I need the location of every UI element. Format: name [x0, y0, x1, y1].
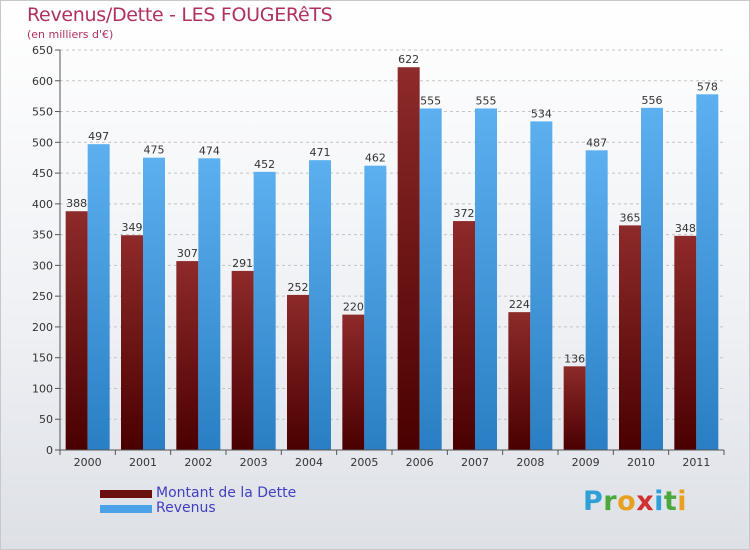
logo-letter: i [677, 486, 688, 517]
bar-dette [397, 67, 420, 450]
y-tick-label: 300 [32, 259, 53, 272]
y-tick-label: 0 [46, 444, 53, 457]
bar-revenus [143, 157, 165, 450]
bar-revenus [198, 158, 221, 451]
bar-dette [287, 294, 309, 450]
bar-dette [508, 312, 531, 450]
bar-dette [342, 314, 365, 450]
data-label-revenus: 555 [420, 94, 441, 107]
legend-swatch-debt [100, 490, 152, 498]
logo-letter: o [617, 486, 637, 517]
bar-revenus [530, 121, 553, 450]
proxiti-logo: Proxiti [583, 486, 687, 517]
bar-revenus [475, 108, 497, 450]
y-tick-label: 500 [32, 136, 53, 149]
bar-dette [563, 366, 586, 450]
legend-label-debt: Montant de la Dette [156, 485, 297, 501]
y-tick-label: 150 [32, 352, 53, 365]
y-tick-label: 400 [32, 198, 53, 211]
chart-subtitle: (en milliers d'€) [27, 28, 114, 41]
y-tick-label: 100 [32, 382, 53, 395]
data-label-revenus: 462 [365, 152, 386, 165]
x-tick-label: 2011 [682, 456, 710, 469]
x-tick-label: 2002 [184, 456, 212, 469]
data-label-revenus: 497 [88, 130, 109, 143]
bar-revenus [696, 94, 719, 451]
y-tick-label: 50 [39, 413, 53, 426]
x-tick-label: 2007 [461, 456, 489, 469]
y-tick-label: 250 [32, 290, 53, 303]
data-label-dette: 388 [66, 197, 87, 210]
y-tick-label: 200 [32, 321, 53, 334]
legend-swatch-revenus [100, 505, 152, 513]
data-label-dette: 365 [620, 211, 641, 224]
data-label-revenus: 578 [697, 80, 718, 93]
x-tick-label: 2005 [350, 456, 378, 469]
legend-label-revenus: Revenus [156, 500, 216, 516]
x-tick-label: 2008 [516, 456, 544, 469]
data-label-dette: 224 [509, 298, 530, 311]
y-tick-label: 450 [32, 167, 53, 180]
data-label-revenus: 534 [531, 107, 552, 120]
x-tick-label: 2010 [627, 456, 655, 469]
data-label-dette: 307 [177, 247, 198, 260]
logo-letter: P [583, 486, 604, 517]
data-label-revenus: 475 [144, 144, 165, 157]
x-tick-label: 2004 [295, 456, 323, 469]
logo-letter: i [654, 486, 664, 517]
data-label-revenus: 487 [586, 136, 607, 149]
y-tick-label: 650 [32, 44, 53, 57]
data-label-revenus: 555 [476, 94, 497, 107]
logo-letter: x [636, 486, 655, 517]
data-label-dette: 372 [454, 207, 475, 220]
data-label-dette: 252 [288, 281, 309, 294]
bar-dette [453, 221, 475, 450]
bar-dette [619, 225, 641, 450]
bar-dette [65, 211, 88, 450]
logo-letter: r [603, 486, 618, 517]
data-label-dette: 220 [343, 301, 364, 314]
bar-dette [121, 235, 143, 450]
y-tick-label: 600 [32, 75, 53, 88]
data-label-revenus: 452 [254, 158, 275, 171]
x-tick-label: 2006 [406, 456, 434, 469]
bar-revenus [309, 160, 331, 450]
bar-dette [231, 270, 254, 450]
data-label-revenus: 474 [199, 144, 220, 157]
bar-revenus [253, 171, 276, 450]
y-tick-label: 350 [32, 229, 53, 242]
chart-title: Revenus/Dette - LES FOUGERêTS [27, 4, 333, 26]
bar-dette [176, 261, 199, 450]
bar-revenus [585, 150, 608, 451]
x-tick-label: 2003 [240, 456, 268, 469]
bar-revenus [87, 144, 110, 450]
data-label-revenus: 471 [310, 146, 331, 159]
data-label-dette: 136 [564, 352, 585, 365]
bar-dette [674, 235, 697, 450]
x-tick-label: 2000 [74, 456, 102, 469]
logo-letter: t [663, 486, 678, 517]
x-tick-label: 2009 [572, 456, 600, 469]
y-tick-label: 550 [32, 106, 53, 119]
data-label-dette: 622 [398, 53, 419, 66]
bar-revenus [641, 107, 663, 450]
bar-revenus [419, 108, 442, 450]
bar-revenus [364, 165, 387, 450]
data-label-dette: 349 [122, 221, 143, 234]
x-tick-label: 2001 [129, 456, 157, 469]
data-label-revenus: 556 [642, 94, 663, 107]
data-label-dette: 291 [232, 257, 253, 270]
data-label-dette: 348 [675, 222, 696, 235]
